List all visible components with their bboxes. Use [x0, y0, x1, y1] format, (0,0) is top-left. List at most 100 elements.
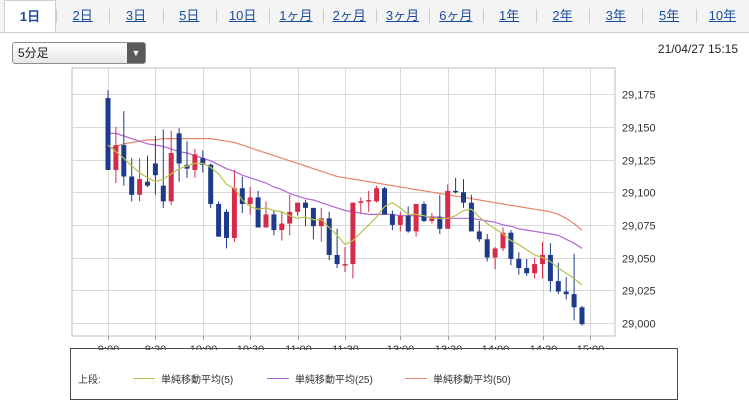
legend-label: 単純移動平均(50) [433, 375, 511, 386]
y-tick-label: 29,150 [622, 123, 656, 135]
x-tick-label: 14:00 [482, 344, 510, 350]
x-tick-label: 10:00 [190, 344, 218, 350]
chevron-down-icon[interactable]: ▼ [127, 43, 145, 63]
tab-period-4[interactable]: 10日 [215, 0, 269, 32]
candle-body [295, 202, 301, 212]
x-tick-label: 11:30 [332, 344, 359, 350]
candle-body [532, 264, 538, 274]
candle-body [224, 211, 229, 238]
candle-body [461, 192, 466, 203]
legend-swatch [133, 378, 155, 379]
legend-prefix: 上段: [78, 375, 101, 386]
sma5-line [107, 144, 583, 286]
x-tick-label: 10:30 [237, 344, 265, 350]
candle-body [287, 211, 293, 224]
tab-period-2[interactable]: 3日 [109, 0, 162, 32]
y-tick-label: 29,125 [622, 156, 656, 168]
candle-body [310, 207, 316, 227]
candle-body [468, 202, 474, 232]
y-tick-label: 29,175 [622, 90, 656, 102]
candlestick-chart: 29,175 29,150 29,125 29,100 29,075 29,050 29,0… [71, 67, 656, 350]
candle-body [453, 190, 459, 193]
candle-body [397, 215, 403, 225]
candle-body [326, 218, 332, 255]
candle-body [121, 145, 127, 177]
x-tick-label: 13:00 [387, 344, 415, 350]
candle-body [571, 294, 577, 308]
candle-body [342, 264, 348, 266]
candle-body [239, 188, 245, 204]
candle-body [192, 154, 198, 170]
tab-period-10[interactable]: 2年 [535, 0, 589, 32]
candle-body [105, 98, 111, 170]
legend-item-sma-1: 単純移動平均(25) [267, 371, 373, 386]
candle-body [200, 158, 206, 165]
candle-body [476, 231, 482, 240]
candle-body [555, 281, 561, 292]
candle-body [334, 254, 340, 265]
legend-label: 単純移動平均(25) [295, 375, 373, 386]
candle-body [508, 232, 514, 259]
legend-swatch [405, 378, 427, 379]
candle-body [279, 223, 285, 231]
candle-body [263, 214, 269, 228]
x-tick-label: 11:00 [285, 344, 312, 350]
x-tick-label: 9:30 [145, 344, 166, 350]
candle-body [255, 197, 261, 228]
candle-body [208, 164, 214, 204]
candle-body [524, 268, 530, 274]
y-tick-label: 29,050 [622, 254, 656, 266]
tab-period-12[interactable]: 5年 [642, 0, 695, 32]
candle-body [437, 217, 443, 229]
legend-swatch [267, 378, 289, 379]
tab-period-13[interactable]: 10年 [695, 0, 749, 32]
candle-body [389, 214, 395, 225]
candle-body [445, 190, 451, 229]
candle-body [500, 232, 506, 249]
timestamp: 21/04/27 15:15 [657, 42, 738, 56]
tab-period-9[interactable]: 1年 [482, 0, 536, 32]
candle-body [350, 202, 356, 265]
candle-body [492, 248, 498, 258]
candle-body [382, 188, 387, 215]
y-tick-label: 29,000 [622, 319, 656, 331]
legend-item-sma-2: 単純移動平均(50) [405, 371, 511, 386]
candle-body [247, 197, 253, 204]
plot-frame [71, 67, 616, 337]
tab-period-6[interactable]: 2ヶ月 [322, 0, 376, 32]
tab-period-8[interactable]: 6ヶ月 [429, 0, 482, 32]
tab-period-11[interactable]: 3年 [589, 0, 642, 32]
candle-body [579, 307, 585, 325]
candle-body [374, 188, 380, 202]
candle-body [145, 181, 150, 186]
candle-body [152, 163, 158, 176]
candle-body [303, 202, 308, 208]
tab-period-7[interactable]: 3ヶ月 [375, 0, 429, 32]
period-tabs: 1日 2日 3日 5日 10日 1ヶ月 2ヶ月 3ヶ月 6ヶ月 1年 2年 3年 5年 10年 [0, 0, 749, 33]
candle-body [231, 188, 237, 238]
legend-label: 単純移動平均(5) [161, 375, 234, 386]
candle-body [129, 176, 135, 195]
candle-body [271, 214, 277, 231]
tab-period-5[interactable]: 1ヶ月 [269, 0, 322, 32]
x-tick-label: 15:00 [577, 344, 605, 350]
x-tick-label: 9:00 [98, 344, 119, 350]
candle-body [366, 200, 372, 202]
candle-body [540, 254, 545, 265]
candle-body [318, 218, 324, 227]
candle-body [184, 164, 190, 169]
tab-period-3[interactable]: 5日 [162, 0, 216, 32]
y-tick-label: 29,025 [622, 286, 656, 298]
candle-body [563, 291, 569, 295]
sma50-line [107, 137, 583, 231]
legend: 上段: 単純移動平均(5) 単純移動平均(25) 単純移動平均(50) [70, 348, 678, 400]
candle-body [168, 152, 174, 202]
candle-body [405, 215, 411, 232]
tab-period-1[interactable]: 2日 [56, 0, 109, 32]
tab-period-0[interactable]: 1日 [4, 0, 56, 32]
candle-body [160, 185, 166, 202]
candle-body [429, 217, 435, 221]
interval-select-value: 5分足 [18, 46, 49, 60]
candle-body [547, 254, 553, 282]
interval-select[interactable]: 5分足 ▼ [12, 42, 146, 64]
